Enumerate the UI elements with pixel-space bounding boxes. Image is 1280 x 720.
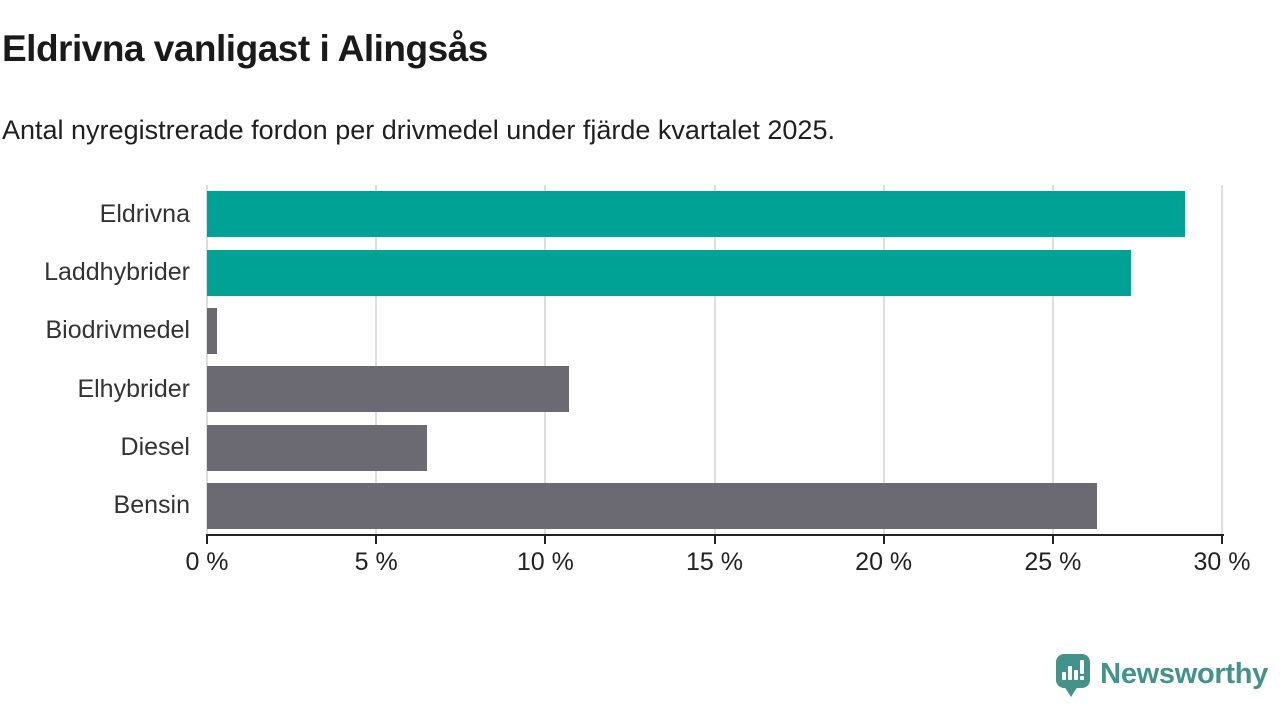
gridline-0 bbox=[206, 185, 208, 535]
tick-mark-20 bbox=[882, 536, 885, 544]
x-axis-line bbox=[206, 534, 1224, 536]
brand-name: Newsworthy bbox=[1100, 657, 1268, 690]
gridline-10 bbox=[544, 185, 547, 535]
tick-label-25: 25 % bbox=[1024, 548, 1082, 576]
logo-chart-bar-1 bbox=[1062, 672, 1067, 680]
tick-label-10: 10 % bbox=[516, 548, 574, 576]
tick-label-0: 0 % bbox=[185, 548, 229, 576]
logo-exclamation-stem bbox=[1080, 660, 1085, 674]
category-label-biodrivmedel: Biodrivmedel bbox=[45, 316, 190, 345]
tick-mark-10 bbox=[544, 536, 547, 544]
gridline-25 bbox=[1051, 185, 1054, 535]
tick-mark-0 bbox=[206, 536, 208, 544]
logo-chart-bar-2 bbox=[1068, 666, 1073, 680]
tick-mark-15 bbox=[713, 536, 716, 544]
bar-laddhybrider bbox=[207, 249, 1131, 296]
gridline-30 bbox=[1221, 185, 1223, 535]
bar-bensin bbox=[207, 482, 1097, 529]
tick-label-15: 15 % bbox=[686, 548, 743, 576]
gridline-15 bbox=[713, 185, 716, 535]
chart-subtitle: Antal nyregistrerade fordon per drivmede… bbox=[2, 115, 835, 145]
y-axis-category-labels: Eldrivna Laddhybrider Biodrivmedel Elhybrid… bbox=[0, 185, 190, 535]
category-label-laddhybrider: Laddhybrider bbox=[44, 257, 190, 286]
bar-eldrivna bbox=[207, 191, 1185, 238]
bar-biodrivmedel bbox=[207, 307, 218, 354]
plot-area bbox=[206, 185, 1223, 535]
gridline-20 bbox=[882, 185, 885, 535]
tick-label-20: 20 % bbox=[855, 548, 913, 576]
category-label-bensin: Bensin bbox=[113, 491, 190, 520]
tick-label-5: 5 % bbox=[354, 548, 398, 576]
logo-speech-bubble-tail bbox=[1064, 686, 1079, 697]
gridline-5 bbox=[375, 185, 378, 535]
logo-exclamation-dot bbox=[1080, 676, 1085, 680]
tick-mark-5 bbox=[375, 536, 378, 544]
brand-footer: Newsworthy bbox=[1056, 650, 1268, 698]
tick-mark-30 bbox=[1221, 536, 1223, 544]
tick-label-30: 30 % bbox=[1193, 548, 1251, 576]
bar-elhybrider bbox=[207, 366, 570, 413]
category-label-elhybrider: Elhybrider bbox=[77, 374, 190, 403]
tick-mark-25 bbox=[1051, 536, 1054, 544]
category-label-eldrivna: Eldrivna bbox=[99, 199, 190, 228]
logo-chart-bar-3 bbox=[1074, 670, 1079, 680]
chart-title: Eldrivna vanligast i Alingsås bbox=[2, 28, 488, 69]
newsworthy-logo-icon bbox=[1056, 650, 1091, 698]
category-label-diesel: Diesel bbox=[120, 432, 190, 461]
bar-diesel bbox=[207, 424, 427, 471]
logo-speech-bubble bbox=[1056, 654, 1091, 688]
